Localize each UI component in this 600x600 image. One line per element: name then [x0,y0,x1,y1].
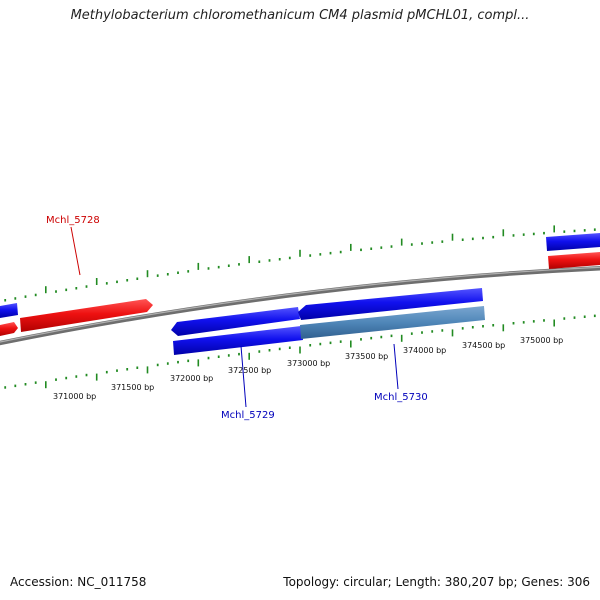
outer-tick-ruler [4,225,596,302]
inner-tick-ruler [4,314,596,389]
bp-label-371000: 371000 bp [53,392,96,401]
map-title: Methylobacterium chloromethanicum CM4 pl… [70,8,530,23]
bp-label-372000: 372000 bp [170,374,213,383]
reverse-gene-left-edge[interactable] [0,303,18,318]
bp-label-372500: 372500 bp [228,366,271,375]
forward-gene-left-edge[interactable] [0,322,18,336]
gene-label-mchl-5730[interactable]: Mchl_5730 [374,392,428,403]
gene-label-leader-mchl-5730 [393,343,399,390]
gene-label-mchl-5729[interactable]: Mchl_5729 [221,410,275,421]
bp-label-371500: 371500 bp [111,383,154,392]
accession-label: Accession: NC_011758 [10,575,147,589]
reverse-gene-mchl-5730[interactable] [300,306,485,339]
reverse-gene-right-edge[interactable] [546,233,600,251]
gene-label-mchl-5728[interactable]: Mchl_5728 [46,215,100,226]
bp-label-375000: 375000 bp [520,336,563,345]
forward-gene-mchl-5728[interactable] [20,299,153,332]
bp-label-374000: 374000 bp [403,346,446,355]
bp-label-374500: 374500 bp [462,341,505,350]
gene-label-leader-mchl-5728 [70,226,81,276]
bp-label-373500: 373500 bp [345,352,388,361]
gene-label-leader-mchl-5729 [240,345,247,408]
plasmid-backbone-highlight [0,266,600,343]
plasmid-backbone [0,265,600,346]
bp-label-373000: 373000 bp [287,359,330,368]
reverse-gene-mchl-5729[interactable] [173,326,303,355]
reverse-gene-upper-right[interactable] [298,288,483,320]
forward-gene-right-edge[interactable] [548,252,600,269]
topology-summary: Topology: circular; Length: 380,207 bp; … [283,575,590,589]
reverse-gene-mchl-5729-upper[interactable] [171,307,300,336]
